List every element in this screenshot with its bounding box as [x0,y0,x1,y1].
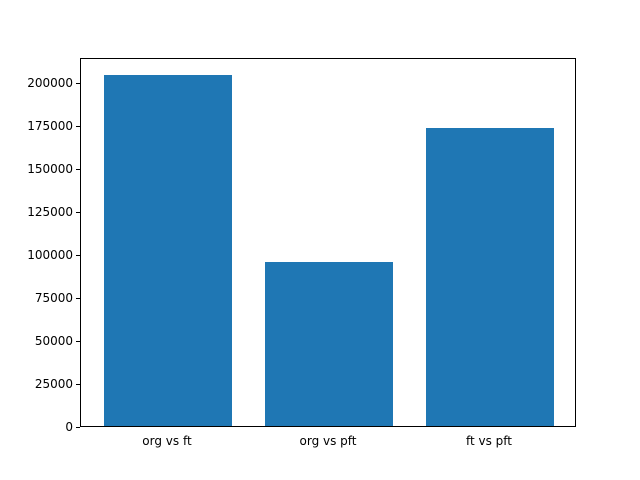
x-tick-label: org vs pft [299,434,357,448]
y-tick-mark [76,125,80,127]
plot-area [80,58,576,427]
y-tick-label: 125000 [27,204,73,219]
y-tick-label: 200000 [27,75,73,90]
bar-ft-vs-pft [425,128,555,426]
y-tick-mark [76,211,80,213]
x-tick-label: org vs ft [142,434,192,448]
y-tick-label: 150000 [27,161,73,176]
x-tick-label: ft vs pft [465,434,513,448]
y-tick-label: 175000 [27,118,73,133]
y-tick-mark [76,383,80,385]
y-tick-mark [76,168,80,170]
y-tick-mark [76,297,80,299]
bar-org-vs-ft [103,74,233,426]
y-tick-mark [76,427,80,428]
y-tick-label: 25000 [34,376,73,391]
y-tick-label: 50000 [34,333,73,348]
y-tick-mark [76,82,80,84]
bar-org-vs-pft [264,262,394,426]
y-tick-label: 0 [65,420,73,434]
y-tick-mark [76,340,80,342]
y-tick-label: 75000 [34,290,73,305]
y-tick-mark [76,254,80,256]
y-tick-label: 100000 [27,247,73,262]
